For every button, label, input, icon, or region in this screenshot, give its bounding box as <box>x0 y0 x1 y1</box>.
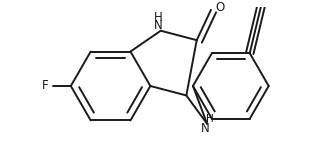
Text: N: N <box>201 122 210 135</box>
Text: F: F <box>42 80 49 92</box>
Text: N: N <box>154 19 162 33</box>
Text: O: O <box>216 1 225 15</box>
Text: H: H <box>206 114 214 124</box>
Text: H: H <box>154 11 162 24</box>
